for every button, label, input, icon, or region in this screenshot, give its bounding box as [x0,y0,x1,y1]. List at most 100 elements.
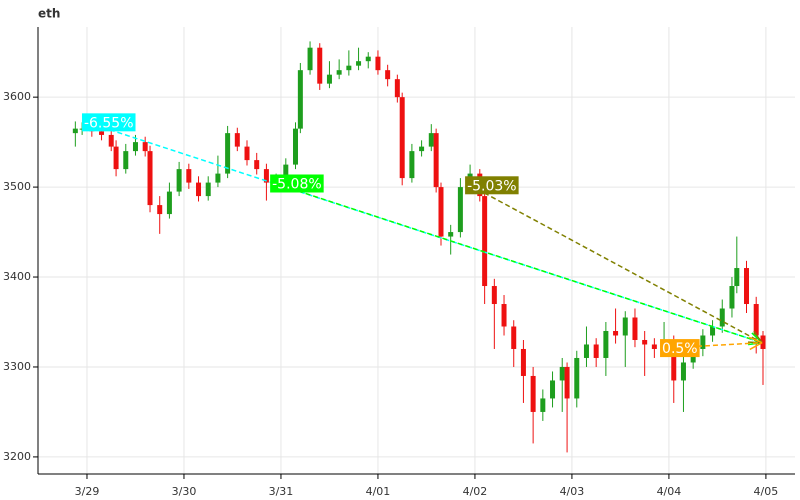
candle-body [680,362,686,381]
candle-body [394,79,400,98]
candle-body [564,366,570,399]
candle-body [603,330,609,358]
candle-body [263,169,269,183]
candle-body [632,317,638,340]
candle-body [438,187,444,237]
candle-body [99,131,105,135]
candle-body [225,133,231,174]
candle-body [72,128,78,134]
candle-body [719,308,725,327]
candle-body [428,133,434,147]
candle-body [613,330,619,336]
candle-body [336,70,342,75]
candle-body [593,344,599,358]
candle-body [734,268,740,287]
candle-body [365,56,371,62]
candle-body [123,151,129,170]
candle-body [132,142,138,152]
y-tick-label: 3300 [3,360,31,373]
candle-body [710,326,716,336]
candle-body [574,357,580,399]
candle-body [482,196,488,287]
x-tick-label: 3/31 [269,485,294,498]
x-tick-label: 4/05 [754,485,779,498]
candle-body [651,344,657,349]
candle-body [760,335,766,349]
candle-body [215,173,221,183]
candle-body [530,375,536,412]
x-tick-label: 4/02 [463,485,488,498]
grid [38,27,795,474]
candle-body [540,398,546,412]
annotation-arrow [274,182,763,344]
candle-body [511,326,517,349]
y-tick-label: 3600 [3,90,31,103]
chart-title: eth [38,7,60,21]
candle-body [234,133,240,147]
candle-body [491,286,497,305]
candle-body [550,380,556,399]
candle-body [297,70,303,129]
x-tick-label: 3/30 [172,485,197,498]
x-tick-label: 3/29 [75,485,100,498]
candle-body [419,146,425,152]
annotation-box [660,339,700,358]
candle-body [642,339,648,345]
candle-body [176,169,182,192]
candle-body [399,97,405,179]
candle-body [346,65,352,71]
annotation-box [270,174,324,193]
candle-body [385,70,391,80]
candle-body [501,304,507,327]
annotation-label: -5.03% [467,178,517,194]
candle-body [244,146,250,161]
y-tick-label: 3200 [3,450,31,463]
candle-body [186,169,192,183]
candle-body [166,191,172,215]
annotation-arrow [86,121,763,344]
annotation-label: -6.55% [84,115,134,131]
annotation-label: -5.08% [272,176,322,192]
candle-body [307,47,313,71]
candle-body [409,151,415,179]
candle-body [520,348,526,376]
candle-body [622,317,628,336]
candle-body [326,74,332,84]
arrow-head [749,342,763,351]
x-tick-label: 4/03 [560,485,585,498]
candle-body [559,366,565,381]
candle-body [196,182,202,197]
annotation-label: 0.5% [662,341,698,357]
candle-body [583,344,589,358]
candle-body [356,61,362,66]
candle-body [254,160,260,170]
candle-body [375,56,381,71]
candle-body [157,205,163,215]
candle-body [729,286,735,309]
candle-body [142,142,148,152]
candle-body [448,232,454,237]
arrow-head [748,336,763,344]
arrow-head [753,330,763,344]
candle-body [108,134,114,147]
candle-body [457,187,463,233]
candle-body [753,304,759,336]
annotation-arrow [469,184,763,344]
candle-body [113,146,119,170]
candle-body [293,128,299,165]
candle-body [744,268,750,305]
annotation-box [81,113,136,132]
candle-body [147,151,153,206]
y-tick-label: 3500 [3,180,31,193]
x-tick-label: 4/04 [657,485,682,498]
candle-body [205,182,211,197]
candle-body [700,335,706,349]
x-tick-label: 4/01 [366,485,391,498]
candle-body [317,47,323,84]
y-tick-label: 3400 [3,270,31,283]
candle-body [283,164,289,180]
candle-body [671,339,677,381]
candle-body [433,133,439,188]
annotation-box [465,176,519,195]
